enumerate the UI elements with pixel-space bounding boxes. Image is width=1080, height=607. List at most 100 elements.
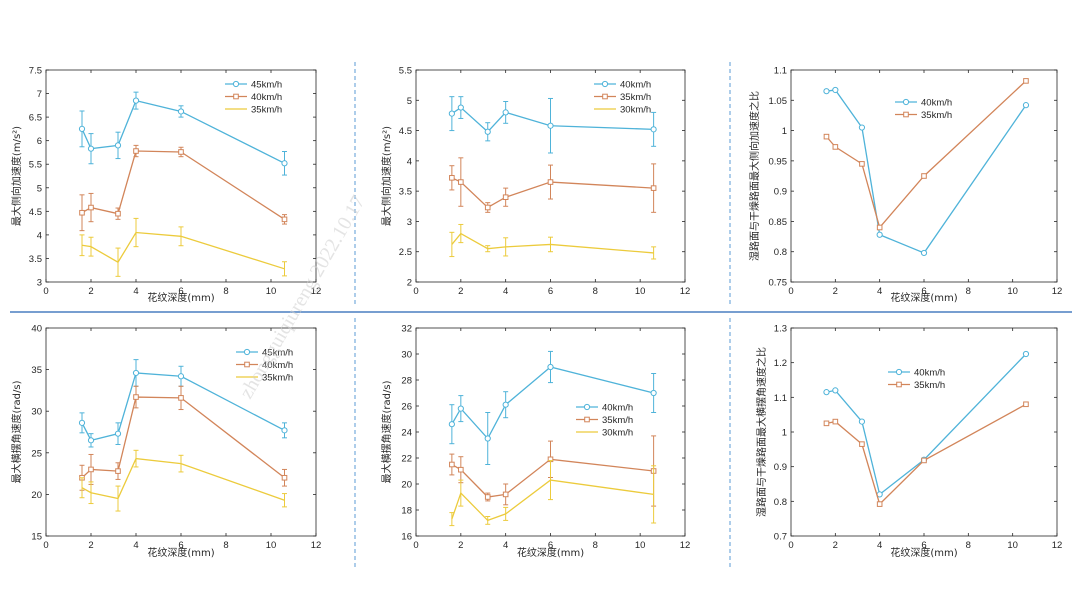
legend-marker [602,93,608,100]
chart-3: 0 2 4 6 8 10 12 0.75 0.8 0.85 0.9 0.95 1 1.05 1.1 花纹深度(… [748,66,1062,305]
x-tick-label: 6 [921,286,926,297]
data-point [1023,401,1029,408]
y-tick-label: 6 [37,136,42,147]
chart-2: 0 2 4 6 8 10 1222.533.544.555.5最大侧向加速度(m/s²)40… [380,66,690,298]
data-point [448,421,455,428]
y-tick-label: 20 [31,490,42,501]
legend-label: 35km/h [914,380,945,391]
x-tick-label: 0 [43,540,48,551]
legend-label: 35km/h [251,105,282,116]
data-point [650,126,657,133]
x-tick-label: 12 [311,540,322,551]
series-35km/h [79,217,287,277]
y-tick-label: 24 [401,428,412,439]
series-40km/h [823,86,1030,257]
legend-marker [243,348,251,356]
y-tick-label: 0.8 [774,247,787,258]
data-point [87,145,95,152]
data-point [823,133,830,140]
y-tick-label: 2.5 [399,247,412,258]
data-point [281,160,288,167]
data-point [114,142,122,149]
data-point [178,395,184,401]
series-40km/h [448,350,657,465]
x-tick-label: 2 [88,540,93,551]
chart-1: 0 2 4 6 8 10 12 3 3.5 4 4.5 5 5.5 6 6.5 7 7.5 花纹深度(mm) 最大侧… [10,66,321,305]
data-point [876,224,883,231]
x-tick-label: 2 [458,540,463,551]
data-point [484,128,491,135]
data-point [502,491,509,498]
data-point [547,122,554,129]
legend-label: 35km/h [620,92,651,103]
x-tick-label: 4 [133,286,138,297]
x-axis-label: 花纹深度(mm) [517,546,584,559]
series-35km/h [449,157,657,213]
series-35km/h [79,449,287,512]
legend-label: 30km/h [602,428,633,439]
data-point [115,210,121,217]
y-tick-label: 30 [401,350,412,361]
y-tick-label: 4 [407,156,412,167]
data-point [281,474,288,481]
chart-4: 0 2 4 6 8 10 12 15 20 25 30 35 40 花纹深度(mm) 最大横摆角速度(rad… [10,324,321,560]
legend-marker [895,368,903,376]
series-line [81,99,285,164]
y-tick-label: 5 [37,183,42,194]
y-tick-label: 18 [401,506,412,517]
y-tick-label: 35 [31,365,42,376]
data-point [832,387,839,394]
data-point [832,418,839,425]
x-axis-label: 花纹深度(mm) [890,546,957,559]
data-point [133,394,139,400]
legend-marker [244,361,250,368]
data-point [502,401,509,408]
y-axis-label: 最大横摆角速度(rad/s) [380,380,393,483]
data-point [133,148,139,154]
y-tick-label: 7.5 [29,66,42,77]
chart-6: 0 2 4 6 8 10 12 0.7 0.8 0.9 1 1.1 1.2 1.3 花纹深度(mm) 湿路面与… [755,324,1062,560]
y-tick-label: 22 [401,454,412,465]
x-tick-label: 10 [1007,286,1018,297]
y-axis-label: 最大侧向加速度(m/s²) [10,126,23,226]
x-tick-label: 10 [266,286,277,297]
data-point [484,204,491,211]
data-point [449,175,455,181]
legend-label: 45km/h [262,348,293,359]
x-axis-label: 花纹深度(mm) [890,291,957,304]
legend-label: 35km/h [262,373,293,384]
series-line [81,372,285,442]
panel-dividers [10,62,1072,568]
data-point [78,419,86,426]
y-tick-label: 1.3 [774,324,787,335]
data-point [88,466,94,473]
data-point [858,124,866,131]
y-tick-label: 2 [407,278,412,289]
legend-marker [896,381,902,388]
legend-label: 30km/h [620,105,651,116]
y-axis-label: 最大侧向加速度(m/s²) [380,126,393,226]
x-tick-label: 10 [635,540,646,551]
data-point [920,249,928,257]
data-point [448,110,455,117]
data-point [1023,78,1029,84]
series-30km/h [449,223,657,260]
y-tick-label: 4 [37,230,42,241]
y-tick-label: 1.1 [774,66,787,77]
y-tick-label: 0.7 [774,532,787,543]
y-tick-label: 16 [401,532,412,543]
x-tick-label: 2 [458,286,463,297]
x-tick-label: 2 [833,286,838,297]
legend-marker [902,98,910,106]
y-tick-label: 0.95 [769,156,788,167]
charts-container: 0 2 4 6 8 10 1233.544.555.566.577.5花纹深度(mm)最大侧… [10,66,1062,560]
x-tick-label: 0 [413,286,418,297]
x-tick-label: 8 [593,286,598,297]
series-line [81,457,285,501]
legend-label: 40km/h [914,368,945,379]
y-tick-label: 0.9 [774,187,787,198]
data-point [876,231,883,238]
y-axis-label: 湿路面与干燥路面最大侧向加速度之比 [748,91,761,261]
legend-marker [903,111,909,118]
